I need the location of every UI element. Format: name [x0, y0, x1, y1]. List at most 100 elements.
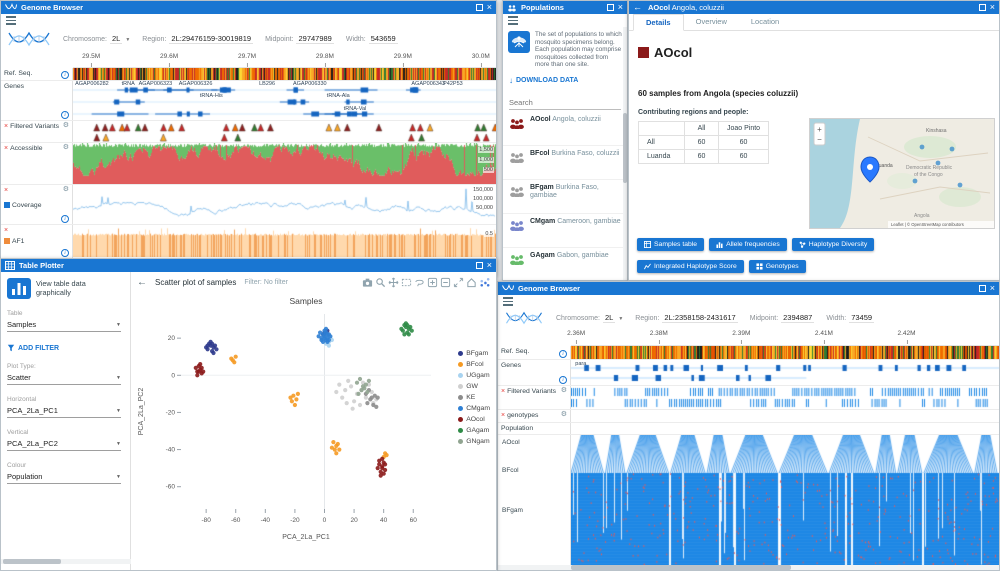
close-button[interactable]: ×: [486, 2, 492, 12]
midpoint-field[interactable]: Midpoint: 29747989: [265, 34, 334, 44]
scatter-plot[interactable]: -80 -60 -40 -20 0 20 40 60 -60 -40 -20 0 20 Samples PC…: [131, 292, 496, 550]
genes-track[interactable]: AGAP006282 tRNA AGAP006323 AGAP006326 tRNA-H…: [73, 81, 496, 120]
add-filter-button[interactable]: ADD FILTER: [7, 344, 124, 352]
gear-icon[interactable]: ⚙: [62, 144, 69, 151]
close-button[interactable]: ×: [486, 260, 492, 270]
legend-item-gw[interactable]: GW: [458, 381, 490, 392]
population-list-item-bfgam[interactable]: BFgam Burkina Faso, gambiae: [503, 180, 627, 214]
reset-axes-icon[interactable]: [466, 277, 477, 288]
info-icon[interactable]: i: [61, 215, 69, 223]
zoom-out-icon[interactable]: [440, 277, 451, 288]
info-icon[interactable]: i: [61, 71, 69, 79]
back-arrow-icon[interactable]: ←: [137, 276, 147, 288]
close-button[interactable]: ×: [617, 2, 623, 12]
hamburger-menu-icon[interactable]: [508, 16, 518, 25]
samples-table-button[interactable]: Samples table: [637, 238, 705, 251]
horizontal-select[interactable]: PCA_2La_PC1 ▼: [7, 403, 121, 418]
window-titlebar[interactable]: ← AOcol Angola, coluzzii ×: [629, 1, 999, 14]
region-field[interactable]: Region: 2L:29476159-30019819: [142, 34, 254, 44]
colour-select[interactable]: Population ▼: [7, 469, 121, 484]
info-icon[interactable]: i: [61, 111, 69, 119]
remove-track-icon[interactable]: ×: [4, 187, 9, 194]
map-zoom-controls[interactable]: + −: [813, 122, 826, 146]
remove-track-icon[interactable]: ×: [501, 388, 506, 395]
info-icon[interactable]: i: [61, 249, 69, 257]
remove-track-icon[interactable]: ×: [4, 227, 9, 234]
zoom-in-icon[interactable]: [427, 277, 438, 288]
allele-frequencies-button[interactable]: Allele frequencies: [709, 238, 787, 251]
info-icon[interactable]: i: [559, 350, 567, 358]
legend-item-gngam[interactable]: GNgam: [458, 436, 490, 447]
box-select-icon[interactable]: [401, 277, 412, 288]
af1-track[interactable]: 0.5: [73, 225, 496, 258]
view-graphically-button[interactable]: View table data graphically: [7, 278, 124, 299]
midpoint-field[interactable]: Midpoint: 2394887: [749, 313, 815, 323]
legend-item-gagam[interactable]: GAgam: [458, 425, 490, 436]
filtered-variants-track[interactable]: [73, 121, 496, 142]
legend-item-cmgam[interactable]: CMgam: [458, 403, 490, 414]
genotypes-button[interactable]: Genotypes: [748, 260, 806, 273]
search-input[interactable]: [509, 95, 621, 110]
legend-item-bfgam[interactable]: BFgam: [458, 348, 490, 359]
tab-location[interactable]: Location: [750, 17, 780, 26]
refseq-track[interactable]: [73, 68, 496, 80]
remove-track-icon[interactable]: ×: [4, 123, 9, 130]
accessible-track[interactable]: 1,500 1,000 500: [73, 143, 496, 184]
gear-icon[interactable]: ⚙: [62, 122, 69, 129]
genes-track[interactable]: para: [571, 360, 999, 385]
remove-track-icon[interactable]: ×: [4, 145, 9, 152]
scatter-points[interactable]: [193, 321, 414, 478]
population-list-item-bfcol[interactable]: BFcol Burkina Faso, coluzzii: [503, 146, 627, 180]
location-map[interactable]: Kinshasa Democratic Republic of the Cong…: [809, 118, 995, 229]
legend-item-bfcol[interactable]: BFcol: [458, 359, 490, 370]
chromosome-select[interactable]: Chromosome: 2L ▼: [63, 34, 131, 44]
scrollbar[interactable]: [623, 27, 627, 280]
tab-details[interactable]: Details: [633, 14, 684, 31]
filtered-variants-track[interactable]: [571, 386, 999, 409]
maximize-button[interactable]: [978, 4, 986, 11]
table-select[interactable]: Samples ▼: [7, 317, 121, 332]
integrated-haplotype-score-button[interactable]: Integrated Haplotype Score: [637, 260, 744, 273]
width-field[interactable]: Width: 73459: [826, 313, 875, 323]
plot-type-select[interactable]: Scatter ▼: [7, 370, 121, 385]
chromosome-select[interactable]: Chromosome: 2L ▼: [556, 313, 624, 323]
scatter-chart[interactable]: -80 -60 -40 -20 0 20 40 60 -60 -40 -20 0 20 Samples PC…: [131, 292, 496, 570]
legend-item-aocol[interactable]: AOcol: [458, 414, 490, 425]
population-list-item-gagam[interactable]: GAgam Gabon, gambiae: [503, 248, 627, 280]
window-titlebar[interactable]: Genome Browser ×: [498, 282, 999, 295]
legend-item-ke[interactable]: KE: [458, 392, 490, 403]
legend-item-uggam[interactable]: UGgam: [458, 370, 490, 381]
population-list-item-cmgam[interactable]: CMgam Cameroon, gambiae: [503, 214, 627, 248]
close-button[interactable]: ×: [989, 2, 995, 12]
haplotype-diversity-button[interactable]: Haplotype Diversity: [791, 238, 875, 251]
horizontal-scrollbar[interactable]: [1, 559, 131, 564]
maximize-button[interactable]: [978, 285, 986, 292]
hamburger-menu-icon[interactable]: [6, 16, 16, 25]
window-titlebar[interactable]: Table Plotter ×: [1, 259, 496, 272]
width-field[interactable]: Width: 543659: [345, 34, 398, 44]
pan-icon[interactable]: [388, 277, 399, 288]
horizontal-scrollbar[interactable]: [498, 565, 999, 570]
population-list-item-aocol[interactable]: AOcol Angola, coluzzii: [503, 112, 627, 146]
vertical-select[interactable]: PCA_2La_PC2 ▼: [7, 436, 121, 451]
maximize-button[interactable]: [475, 262, 483, 269]
region-field[interactable]: Region: 2L:2358158-2431617: [635, 313, 738, 323]
info-icon[interactable]: i: [559, 376, 567, 384]
window-titlebar[interactable]: Genome Browser ×: [1, 1, 496, 14]
back-arrow-icon[interactable]: ←: [633, 2, 642, 12]
coverage-track[interactable]: 150,000 100,000 50,000: [73, 185, 496, 224]
download-data-link[interactable]: ↓ DOWNLOAD DATA: [509, 75, 579, 85]
maximize-button[interactable]: [475, 4, 483, 11]
refseq-track[interactable]: [571, 346, 999, 359]
gear-icon[interactable]: ⚙: [560, 387, 567, 394]
plotly-logo-icon[interactable]: [479, 277, 490, 288]
lasso-select-icon[interactable]: [414, 277, 425, 288]
zoom-icon[interactable]: [375, 277, 386, 288]
hamburger-menu-icon[interactable]: [503, 297, 513, 306]
tab-overview[interactable]: Overview: [695, 17, 727, 26]
close-button[interactable]: ×: [989, 283, 995, 293]
camera-icon[interactable]: [362, 277, 373, 288]
gear-icon[interactable]: ⚙: [62, 186, 69, 193]
gear-icon[interactable]: ⚙: [560, 411, 567, 418]
genotypes-heatmap[interactable]: [571, 435, 999, 565]
